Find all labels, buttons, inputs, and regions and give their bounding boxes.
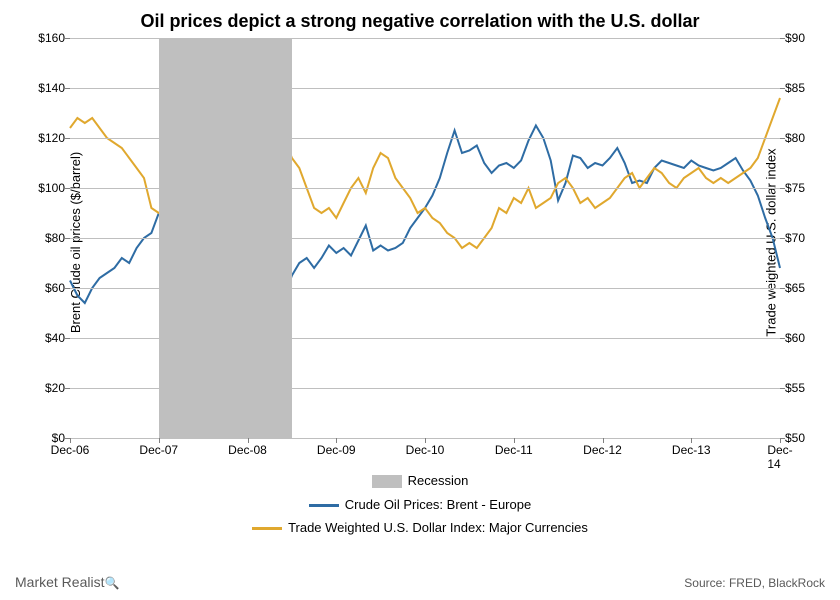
chart-title: Oil prices depict a strong negative corr… [0, 0, 840, 38]
branding-label: Market Realist🔍 [15, 574, 119, 590]
gridline [70, 238, 780, 239]
gridline [70, 288, 780, 289]
legend: RecessionCrude Oil Prices: Brent - Europ… [0, 469, 840, 539]
chart-container: Oil prices depict a strong negative corr… [0, 0, 840, 600]
source-label: Source: FRED, BlackRock [684, 576, 825, 590]
gridline [70, 338, 780, 339]
gridline [70, 88, 780, 89]
branding-text: Market Realist [15, 574, 104, 590]
legend-recession: Recession [372, 469, 469, 492]
gridline [70, 188, 780, 189]
search-icon: 🔍 [104, 576, 119, 590]
gridline [70, 388, 780, 389]
gridline [70, 138, 780, 139]
plot-area: $0$20$40$60$80$100$120$140$160$50$55$60$… [70, 38, 780, 439]
gridline [70, 38, 780, 39]
legend-series: Trade Weighted U.S. Dollar Index: Major … [252, 516, 588, 539]
legend-series: Crude Oil Prices: Brent - Europe [309, 493, 531, 516]
